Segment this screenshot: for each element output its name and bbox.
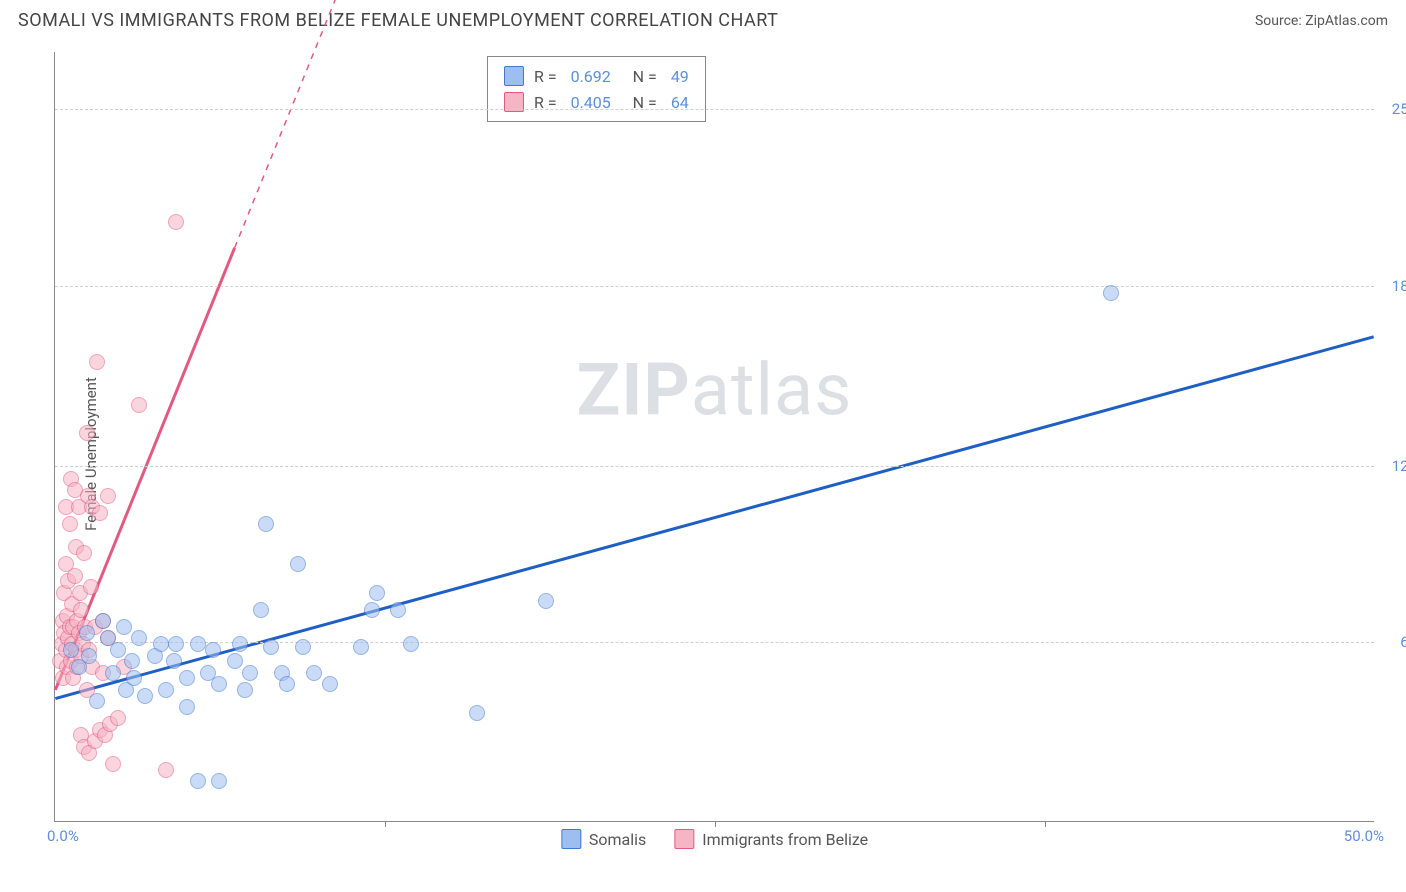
data-point xyxy=(190,636,206,652)
legend-swatch xyxy=(674,829,694,849)
data-point xyxy=(153,636,169,652)
legend-r-label: R = xyxy=(534,67,561,86)
chart-header: SOMALI VS IMMIGRANTS FROM BELIZE FEMALE … xyxy=(0,0,1406,37)
watermark: ZIPatlas xyxy=(577,348,853,433)
data-point xyxy=(92,505,108,521)
data-point xyxy=(179,699,195,715)
data-point xyxy=(403,636,419,652)
y-tick-label: 12.5% xyxy=(1392,457,1406,475)
x-tick xyxy=(385,821,386,827)
data-point xyxy=(62,516,78,532)
data-point xyxy=(63,642,79,658)
y-tick-label: 6.3% xyxy=(1400,633,1406,651)
watermark-bold: ZIP xyxy=(577,348,691,433)
data-point xyxy=(279,676,295,692)
data-point xyxy=(131,630,147,646)
data-point xyxy=(306,665,322,681)
data-point xyxy=(390,602,406,618)
gridline-horizontal xyxy=(55,642,1374,643)
correlation-legend-row: R = 0.405 N = 64 xyxy=(504,89,689,115)
data-point xyxy=(538,593,554,609)
data-point xyxy=(211,773,227,789)
gridline-horizontal xyxy=(55,109,1374,110)
data-point xyxy=(227,653,243,669)
data-point xyxy=(137,688,153,704)
y-tick-label: 25.0% xyxy=(1392,100,1406,118)
data-point xyxy=(81,648,97,664)
series-legend: Somalis Immigrants from Belize xyxy=(561,829,868,849)
data-point xyxy=(100,488,116,504)
data-point xyxy=(158,682,174,698)
series-legend-item: Somalis xyxy=(561,829,646,849)
y-tick-label: 18.8% xyxy=(1392,277,1406,295)
data-point xyxy=(179,670,195,686)
data-point xyxy=(168,214,184,230)
chart-source: Source: ZipAtlas.com xyxy=(1255,13,1388,29)
legend-series-label: Somalis xyxy=(589,830,646,849)
trend-line xyxy=(55,337,1373,699)
legend-n-label: N = xyxy=(621,67,661,86)
data-point xyxy=(322,676,338,692)
data-point xyxy=(105,756,121,772)
data-point xyxy=(190,773,206,789)
data-point xyxy=(110,710,126,726)
correlation-legend-row: R = 0.692 N = 49 xyxy=(504,63,689,89)
trend-line xyxy=(235,0,372,248)
data-point xyxy=(124,653,140,669)
data-point xyxy=(205,642,221,658)
data-point xyxy=(263,639,279,655)
data-point xyxy=(232,636,248,652)
legend-r-value: 0.692 xyxy=(571,67,611,86)
legend-series-label: Immigrants from Belize xyxy=(702,830,868,849)
legend-swatch xyxy=(504,66,524,86)
data-point xyxy=(364,602,380,618)
data-point xyxy=(166,653,182,669)
x-tick xyxy=(715,821,716,827)
data-point xyxy=(369,585,385,601)
data-point xyxy=(158,762,174,778)
x-axis-max-label: 50.0% xyxy=(1344,827,1384,845)
data-point xyxy=(73,602,89,618)
data-point xyxy=(67,568,83,584)
plot-region: ZIPatlas 0.0% 50.0% R = 0.692 N = 49R = … xyxy=(54,52,1374,822)
data-point xyxy=(95,613,111,629)
data-point xyxy=(253,602,269,618)
data-point xyxy=(110,642,126,658)
x-tick xyxy=(1045,821,1046,827)
correlation-legend: R = 0.692 N = 49R = 0.405 N = 64 xyxy=(487,56,706,122)
data-point xyxy=(89,354,105,370)
data-point xyxy=(116,619,132,635)
data-point xyxy=(168,636,184,652)
trend-lines-layer xyxy=(55,52,1374,821)
data-point xyxy=(469,705,485,721)
chart-title: SOMALI VS IMMIGRANTS FROM BELIZE FEMALE … xyxy=(18,10,778,31)
data-point xyxy=(126,670,142,686)
data-point xyxy=(131,397,147,413)
data-point xyxy=(353,639,369,655)
legend-n-value: 49 xyxy=(671,67,689,86)
data-point xyxy=(79,425,95,441)
data-point xyxy=(290,556,306,572)
gridline-horizontal xyxy=(55,286,1374,287)
data-point xyxy=(89,693,105,709)
watermark-rest: atlas xyxy=(691,348,853,433)
data-point xyxy=(295,639,311,655)
data-point xyxy=(1103,285,1119,301)
series-legend-item: Immigrants from Belize xyxy=(674,829,868,849)
data-point xyxy=(211,676,227,692)
gridline-horizontal xyxy=(55,466,1374,467)
data-point xyxy=(105,665,121,681)
data-point xyxy=(258,516,274,532)
data-point xyxy=(242,665,258,681)
x-axis-min-label: 0.0% xyxy=(47,827,79,845)
chart-area: Female Unemployment ZIPatlas 0.0% 50.0% … xyxy=(18,44,1388,864)
data-point xyxy=(237,682,253,698)
legend-swatch xyxy=(561,829,581,849)
data-point xyxy=(83,579,99,595)
data-point xyxy=(79,625,95,641)
data-point xyxy=(76,545,92,561)
